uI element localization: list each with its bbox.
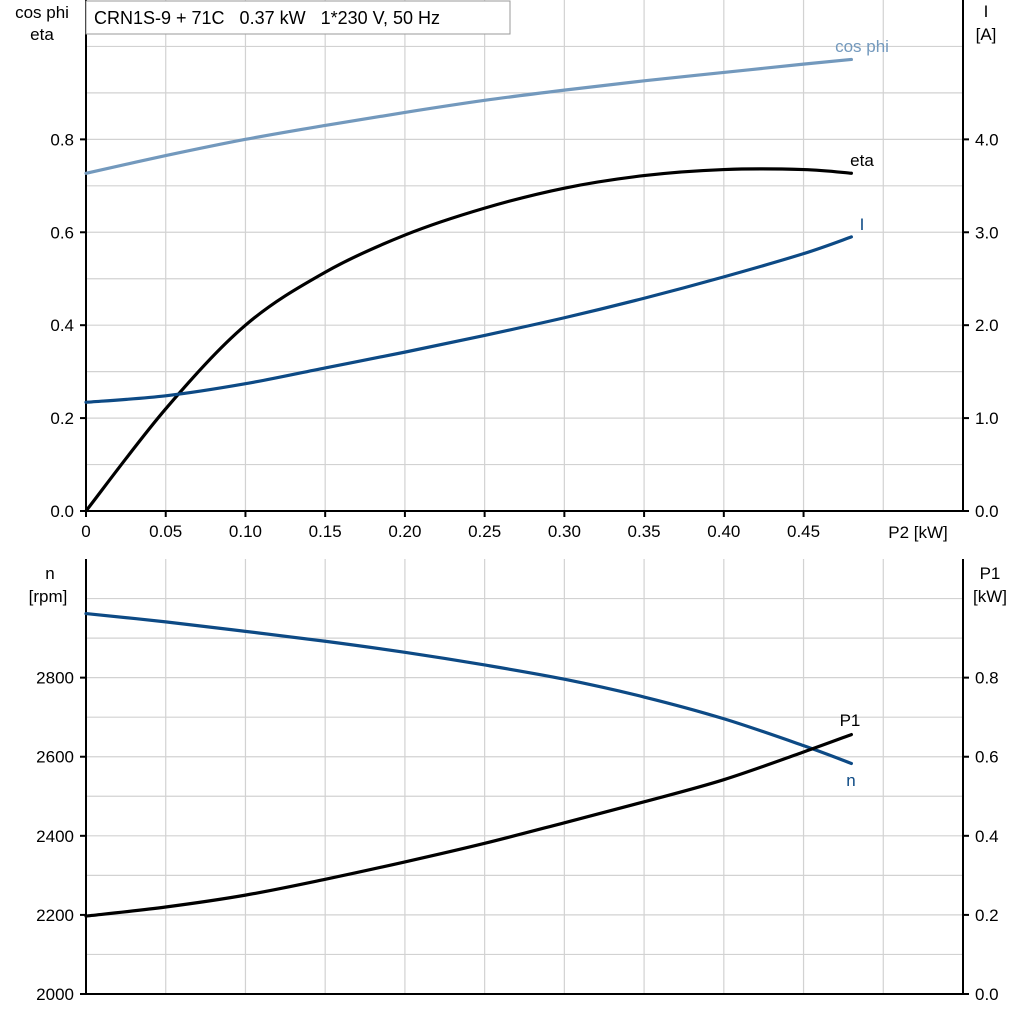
y-right-tick-label: 2.0 (975, 316, 999, 335)
x-tick-label: 0.10 (229, 522, 262, 541)
x-tick-label: 0.40 (707, 522, 740, 541)
x-tick-label: 0.35 (628, 522, 661, 541)
series-label-i: I (860, 215, 865, 234)
curves (84, 57, 853, 918)
series-label-cos-phi: cos phi (835, 37, 889, 56)
y-right-tick-label: 4.0 (975, 130, 999, 149)
top-left-axis-label-2: eta (30, 25, 54, 44)
x-axis-label: P2 [kW] (888, 523, 948, 542)
bottom-left-axis-label-1: n (45, 564, 54, 583)
x-tick-label: 0.15 (309, 522, 342, 541)
x-tick-label: 0.05 (149, 522, 182, 541)
bottom-right-axis-label-1: P1 (980, 564, 1001, 583)
x-tick-label: 0.25 (468, 522, 501, 541)
series-label-n: n (846, 771, 855, 790)
y-left-tick-label: 0.4 (50, 316, 74, 335)
series-label-eta: eta (850, 151, 874, 170)
title-box (85, 0, 511, 35)
x-tick-label: 0.30 (548, 522, 581, 541)
y-left-tick-label: 0.0 (50, 502, 74, 521)
y-right-tick-label: 0.2 (975, 906, 999, 925)
y-right-tick-label: 0.4 (975, 827, 999, 846)
top-right-axis-label-1: I (984, 2, 989, 21)
y-left-tick-label: 2800 (36, 669, 74, 688)
y-left-tick-label: 2600 (36, 748, 74, 767)
y-left-tick-label: 2400 (36, 827, 74, 846)
bottom-plot-grid (80, 559, 969, 995)
y-left-tick-label: 0.2 (50, 409, 74, 428)
series-label-p1: P1 (840, 711, 861, 730)
y-right-tick-label: 1.0 (975, 409, 999, 428)
x-tick-label: 0 (81, 522, 90, 541)
top-left-axis-label-1: cos phi (15, 3, 69, 22)
x-tick-label: 0.20 (388, 522, 421, 541)
top-right-axis-label-2: [A] (976, 25, 997, 44)
y-right-tick-label: 0.0 (975, 985, 999, 1004)
y-left-tick-label: 0.8 (50, 130, 74, 149)
x-tick-label: 0.45 (787, 522, 820, 541)
y-right-tick-label: 0.6 (975, 748, 999, 767)
curve-eta (84, 167, 853, 513)
tick-labels: 0.0 0.2 0.4 0.6 0.8 0.0 1.0 2.0 3.0 4.0 0 0.05 0.10 0… (36, 130, 998, 1004)
y-right-tick-label: 0.0 (975, 502, 999, 521)
curve-cos-phi (84, 57, 853, 175)
y-right-tick-label: 3.0 (975, 223, 999, 242)
chart-title: CRN1S-9 + 71C 0.37 kW 1*230 V, 50 Hz (94, 8, 440, 28)
y-left-tick-label: 2000 (36, 985, 74, 1004)
curve-n (84, 611, 853, 766)
top-plot-grid (80, 0, 969, 517)
curve-p1 (84, 732, 853, 918)
bottom-left-axis-label-2: [rpm] (29, 587, 68, 606)
y-right-tick-label: 0.8 (975, 669, 999, 688)
curve-i (84, 235, 853, 404)
y-left-tick-label: 0.6 (50, 223, 74, 242)
y-left-tick-label: 2200 (36, 906, 74, 925)
bottom-right-axis-label-2: [kW] (973, 587, 1007, 606)
